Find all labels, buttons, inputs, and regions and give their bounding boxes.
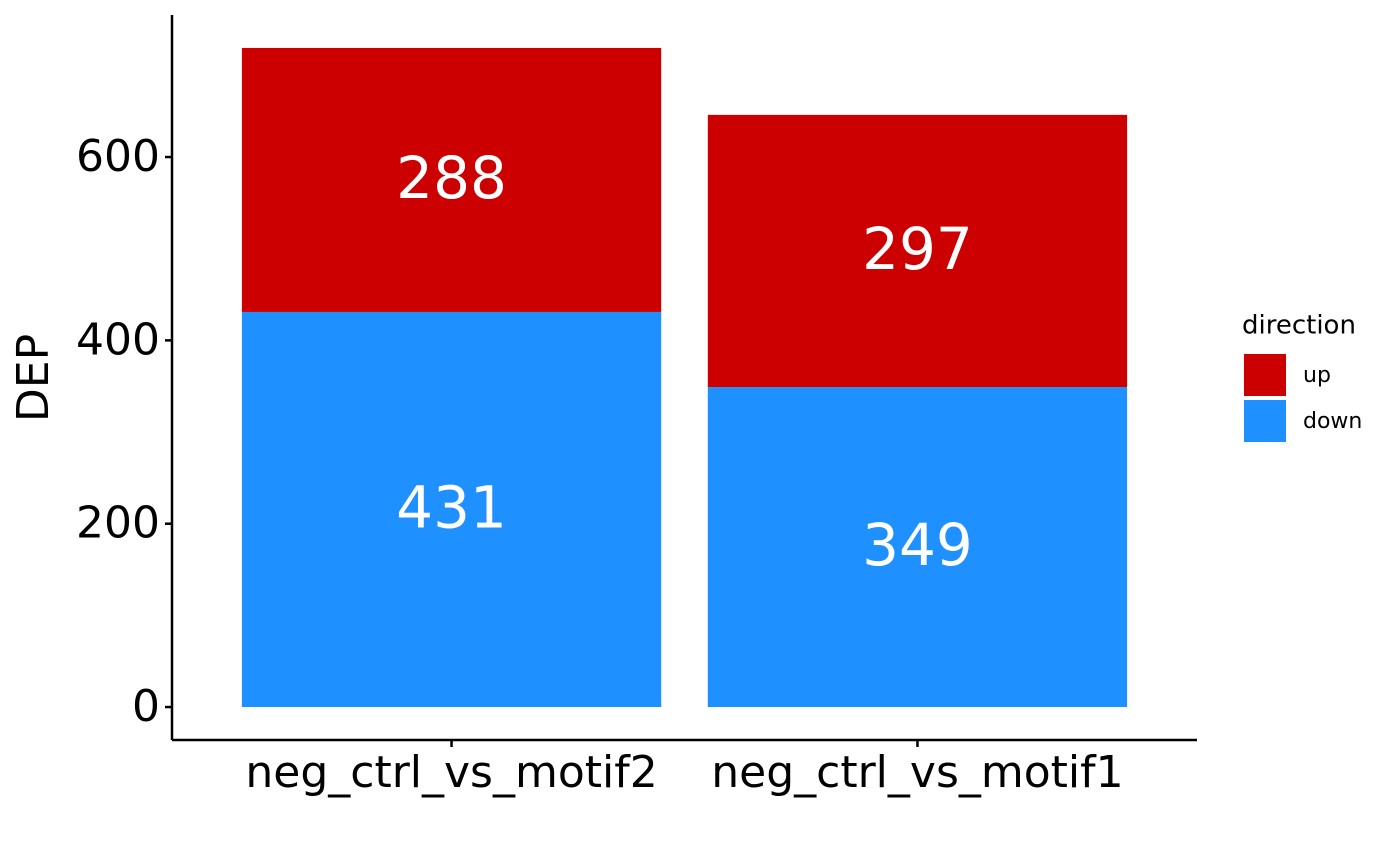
legend-title: direction <box>1242 311 1356 341</box>
legend-key <box>1244 400 1286 442</box>
y-axis-label: DEP <box>8 334 59 422</box>
bar-segment <box>241 47 662 312</box>
y-tick-label: 400 <box>76 314 160 365</box>
bar-segment <box>707 387 1128 708</box>
bar-segment <box>241 311 662 708</box>
value-label: 349 <box>862 511 973 579</box>
x-tick-label: neg_ctrl_vs_motif2 <box>245 747 657 798</box>
legend-label: up <box>1303 363 1331 388</box>
value-label: 431 <box>396 474 507 542</box>
legend-key <box>1244 354 1286 396</box>
value-label: 297 <box>862 215 973 283</box>
y-tick-label: 200 <box>76 498 160 549</box>
bar-segment <box>707 114 1128 388</box>
y-tick-label: 600 <box>76 131 160 182</box>
value-label: 288 <box>396 144 507 212</box>
x-tick-label: neg_ctrl_vs_motif1 <box>711 747 1123 798</box>
y-tick-label: 0 <box>132 681 160 732</box>
legend-label: down <box>1303 409 1362 434</box>
